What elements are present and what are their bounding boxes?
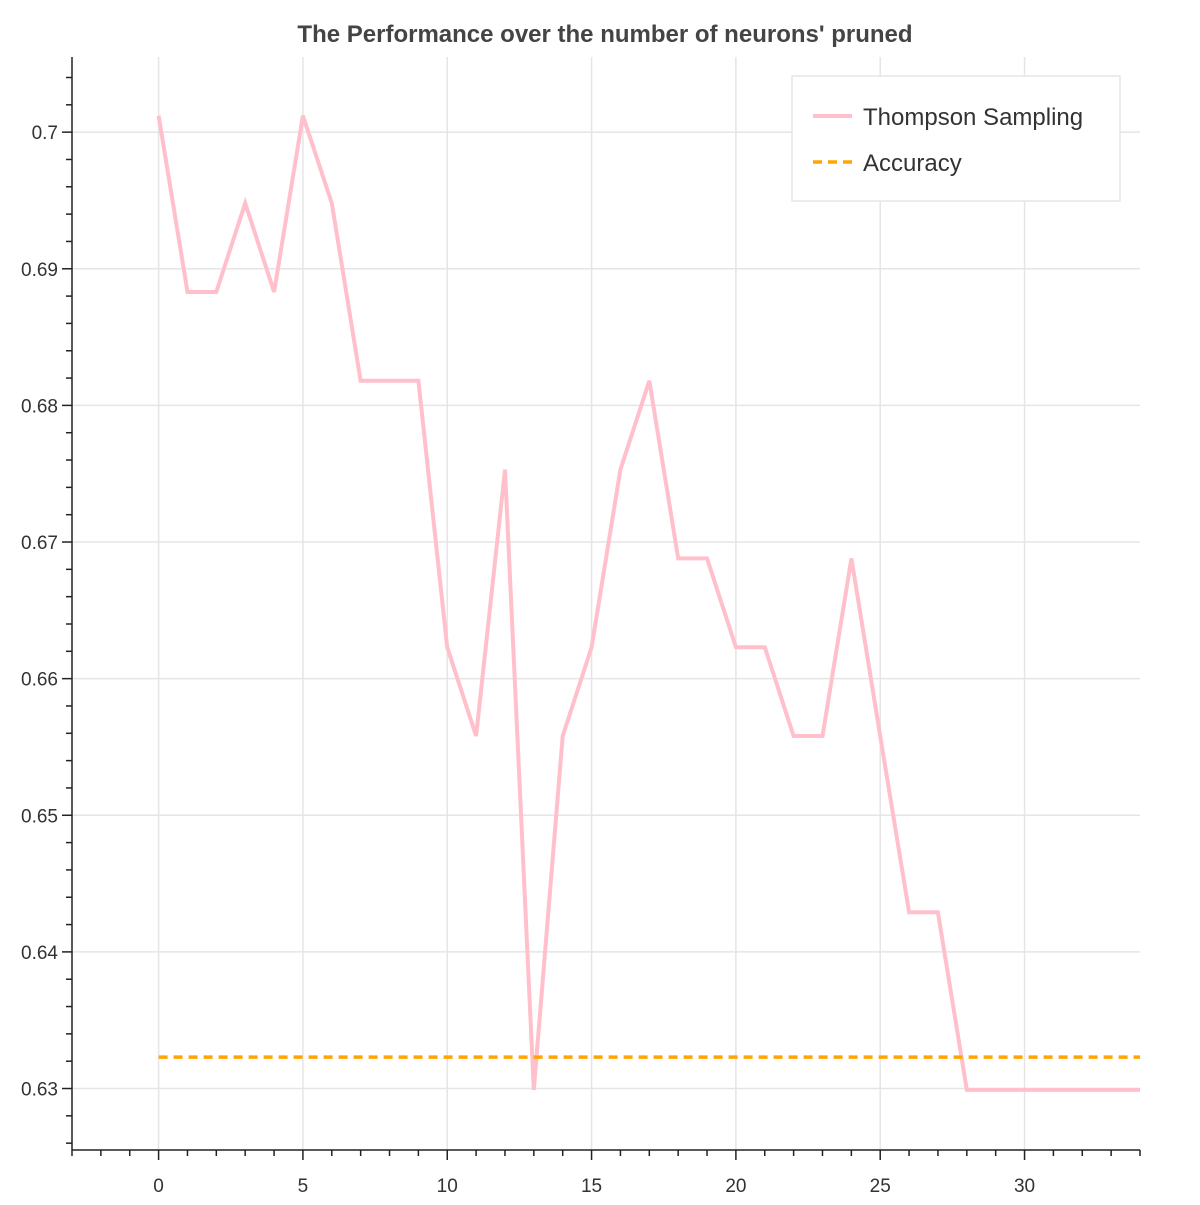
- y-tick-label: 0.67: [21, 533, 58, 554]
- x-tick-label: 5: [298, 1176, 309, 1197]
- y-tick-label: 0.64: [21, 943, 58, 964]
- x-tick-label: 10: [437, 1176, 458, 1197]
- y-tick-label: 0.7: [32, 123, 58, 144]
- axes: 0 5 10 15 20 25 30 0.63 0.64 0.65 0.66 0.67 0.68 0.69…: [21, 57, 1141, 1197]
- x-tick-label: 30: [1014, 1176, 1035, 1197]
- x-tick-label: 15: [581, 1176, 602, 1197]
- y-tick-label: 0.68: [21, 396, 58, 417]
- y-tick-label: 0.69: [21, 260, 58, 281]
- legend-label: Thompson Sampling: [863, 104, 1083, 131]
- x-tick-label: 25: [870, 1176, 891, 1197]
- legend: Thompson Sampling Accuracy: [791, 75, 1121, 202]
- x-tick-label: 0: [153, 1176, 164, 1197]
- legend-box: [791, 75, 1121, 202]
- legend-label: Accuracy: [863, 150, 962, 177]
- series-layer: [156, 115, 1140, 1092]
- chart-title: The Performance over the number of neuro…: [297, 21, 912, 48]
- grid: [72, 57, 1140, 1150]
- x-tick-label: 20: [725, 1176, 746, 1197]
- y-tick-label: 0.65: [21, 806, 58, 827]
- y-tick-label: 0.66: [21, 670, 58, 691]
- series-line-thompson-sampling: [156, 115, 1140, 1092]
- y-tick-label: 0.63: [21, 1080, 58, 1101]
